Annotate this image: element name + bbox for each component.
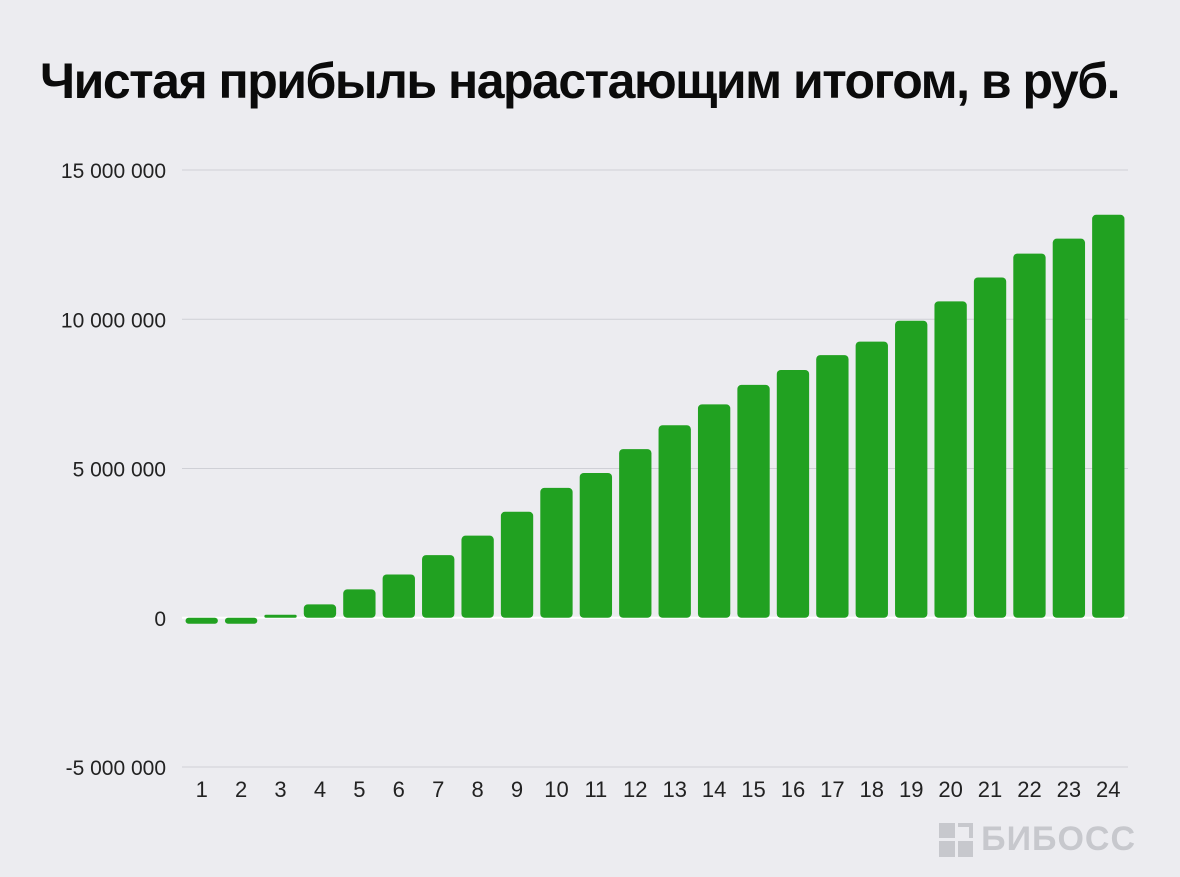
bar-7 [422, 555, 455, 618]
bar-2 [224, 617, 258, 624]
x-tick-label: 20 [938, 777, 962, 802]
x-tick-label: 8 [472, 777, 484, 802]
x-tick-label: 5 [353, 777, 365, 802]
bar-3 [264, 614, 297, 618]
bar-11 [579, 472, 613, 618]
x-tick-label: 4 [314, 777, 326, 802]
x-axis-ticks: 1 2 3 4 5 6 7 8 9 10 11 12 13 14 15 16 17 18 19 20 21 22 23 24 [196, 777, 1121, 802]
bar-15 [737, 384, 770, 618]
grid-lines [182, 169, 1128, 768]
x-tick-label: 15 [741, 777, 765, 802]
y-axis-ticks: 15 000 000 10 000 000 5 000 000 0 -5 000 000 [61, 160, 166, 780]
x-tick-label: 16 [781, 777, 805, 802]
bar-21 [973, 277, 1007, 618]
x-tick-label: 12 [623, 777, 647, 802]
x-tick-label: 23 [1057, 777, 1081, 802]
x-tick-label: 18 [860, 777, 884, 802]
bar-18 [855, 341, 888, 618]
x-tick-label: 2 [235, 777, 247, 802]
bar-9 [500, 511, 534, 618]
bar-10 [540, 487, 573, 618]
x-tick-label: 14 [702, 777, 726, 802]
y-tick-label: 5 000 000 [73, 459, 166, 482]
x-tick-label: 21 [978, 777, 1002, 802]
bar-13 [658, 425, 691, 618]
y-tick-label: 0 [154, 608, 166, 631]
x-tick-label: 9 [511, 777, 523, 802]
x-tick-label: 7 [432, 777, 444, 802]
bar-1 [185, 617, 218, 624]
bar-19 [895, 320, 928, 618]
bar-6 [382, 574, 415, 618]
chart-title: Чистая прибыль нарастающим итогом, в руб… [40, 53, 1120, 109]
bar-20 [934, 301, 967, 618]
y-tick-label: 15 000 000 [61, 160, 166, 183]
bar-16 [776, 369, 810, 618]
y-tick-label: 10 000 000 [61, 309, 166, 332]
bar-8 [461, 535, 494, 618]
bar-4 [303, 604, 337, 618]
x-tick-label: 1 [196, 777, 208, 802]
watermark-text: БИБОСС [981, 820, 1136, 858]
x-tick-label: 6 [393, 777, 405, 802]
bar-23 [1052, 238, 1086, 618]
bar-12 [619, 449, 652, 618]
bar-22 [1013, 253, 1046, 618]
x-tick-label: 24 [1096, 777, 1120, 802]
watermark-logo: БИБОСС [939, 820, 1136, 859]
x-tick-label: 10 [544, 777, 568, 802]
bar-14 [697, 404, 731, 618]
x-tick-label: 17 [820, 777, 844, 802]
x-tick-label: 3 [274, 777, 286, 802]
bar-17 [816, 355, 849, 618]
bar-5 [343, 589, 376, 618]
bar-24 [1092, 214, 1125, 618]
x-tick-label: 19 [899, 777, 923, 802]
x-tick-label: 11 [584, 777, 607, 802]
x-tick-label: 13 [662, 777, 686, 802]
y-tick-label: -5 000 000 [66, 757, 166, 780]
logo-icon [939, 822, 974, 857]
x-tick-label: 22 [1017, 777, 1041, 802]
bars [185, 214, 1125, 624]
